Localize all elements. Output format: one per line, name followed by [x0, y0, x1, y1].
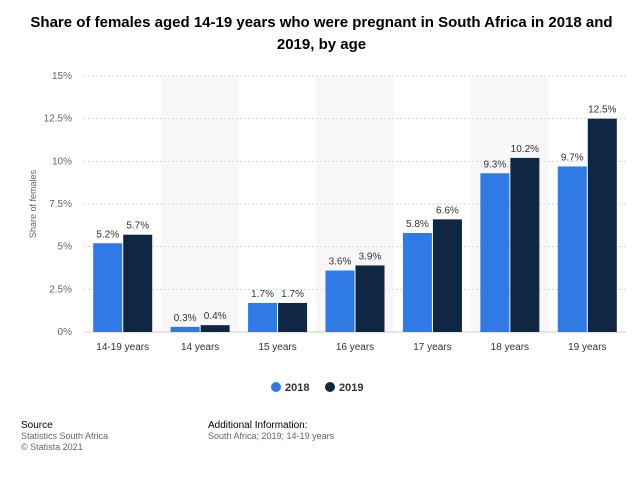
data-label: 1.7%	[251, 289, 274, 300]
y-tick-label: 5%	[58, 242, 73, 253]
additional-info-block: Additional Information: South Africa; 20…	[208, 420, 334, 442]
source-heading: Source	[21, 420, 53, 431]
x-tick-label: 17 years	[413, 342, 451, 353]
data-label: 9.7%	[561, 152, 584, 163]
bar-2019[interactable]	[510, 157, 540, 332]
info-text: South Africa; 2019; 14-19 years	[208, 431, 335, 441]
data-label: 3.6%	[329, 257, 352, 268]
legend-marker-2019[interactable]	[325, 382, 335, 392]
info-heading: Additional Information:	[208, 420, 308, 431]
legend-marker-2018[interactable]	[271, 382, 281, 392]
bar-2019[interactable]	[200, 325, 230, 332]
bar-2018[interactable]	[248, 302, 278, 332]
bar-2018[interactable]	[402, 233, 432, 332]
bar-2018[interactable]	[325, 270, 355, 332]
bar-2019[interactable]	[587, 118, 617, 333]
bar-2018[interactable]	[480, 173, 510, 332]
data-label: 1.7%	[281, 289, 304, 300]
bar-2019[interactable]	[355, 265, 385, 332]
data-label: 5.7%	[126, 221, 149, 232]
y-tick-label: 0%	[58, 327, 73, 338]
bar-2019[interactable]	[123, 234, 153, 332]
data-label: 5.8%	[406, 219, 429, 230]
y-tick-label: 15%	[52, 71, 72, 82]
bar-2019[interactable]	[278, 302, 308, 332]
y-tick-label: 12.5%	[44, 114, 72, 125]
data-label: 6.6%	[436, 205, 459, 216]
bar-2018[interactable]	[170, 326, 200, 332]
data-label: 9.3%	[483, 159, 506, 170]
chart-title: Share of females aged 14-19 years who we…	[30, 14, 613, 53]
data-label: 0.4%	[204, 311, 227, 322]
x-tick-label: 18 years	[491, 342, 529, 353]
bar-2018[interactable]	[93, 243, 123, 332]
x-tick-label: 15 years	[258, 342, 296, 353]
legend-label-2019[interactable]: 2019	[339, 382, 363, 394]
data-label: 12.5%	[588, 105, 616, 116]
x-tick-label: 14 years	[181, 342, 219, 353]
data-label: 5.2%	[96, 229, 119, 240]
copyright: © Statista 2021	[21, 442, 83, 452]
source-block: Source Statistics South Africa © Statist…	[21, 420, 108, 453]
data-label: 0.3%	[174, 313, 197, 324]
y-tick-label: 10%	[52, 156, 72, 167]
x-tick-label: 16 years	[336, 342, 374, 353]
x-tick-label: 14-19 years	[96, 342, 149, 353]
y-tick-label: 2.5%	[49, 284, 72, 295]
data-label: 3.9%	[359, 251, 382, 262]
source-name: Statistics South Africa	[21, 431, 109, 441]
bar-2019[interactable]	[432, 219, 462, 332]
data-label: 10.2%	[511, 144, 539, 155]
legend-label-2018[interactable]: 2018	[285, 382, 309, 394]
x-tick-label: 19 years	[568, 342, 606, 353]
y-tick-label: 7.5%	[49, 199, 72, 210]
bar-2018[interactable]	[557, 166, 587, 332]
y-axis-label: Share of females	[28, 169, 38, 238]
